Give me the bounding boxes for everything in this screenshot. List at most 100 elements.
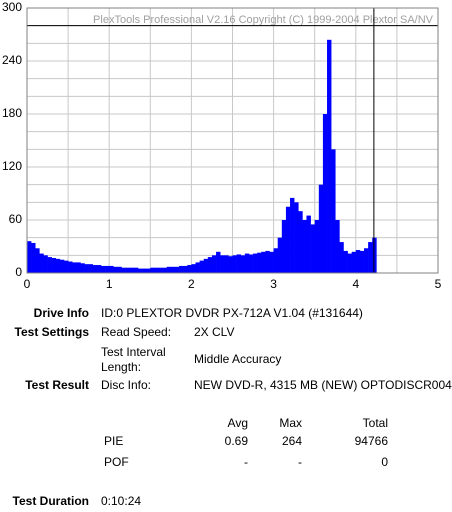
- label: Disc Info:: [101, 378, 152, 392]
- value: 0:10:24: [101, 494, 142, 508]
- bar: [125, 267, 131, 273]
- bar: [158, 267, 163, 273]
- bar: [146, 268, 151, 273]
- bar: [121, 267, 126, 273]
- bar: [59, 259, 65, 273]
- bar: [191, 264, 196, 273]
- x-tick-label: 3: [270, 277, 277, 291]
- x-tick-label: 0: [24, 277, 31, 291]
- bar: [359, 250, 365, 273]
- bar: [224, 255, 229, 273]
- bar: [232, 255, 237, 273]
- bar: [269, 251, 274, 273]
- bar: [331, 149, 336, 273]
- watermark: PlexTools Professional V2.16 Copyright (…: [93, 14, 434, 26]
- bar: [68, 261, 73, 273]
- bar: [343, 250, 348, 273]
- bar: [43, 255, 48, 273]
- x-tick-label: 5: [435, 277, 442, 291]
- bar: [51, 257, 57, 273]
- bar: [298, 211, 303, 273]
- bar: [253, 253, 258, 273]
- bar: [166, 266, 172, 273]
- bar: [244, 253, 250, 273]
- y-tick-label: 300: [2, 0, 22, 14]
- column-header: Total: [362, 416, 388, 430]
- bar: [310, 224, 315, 273]
- bar: [302, 220, 307, 273]
- bar: [273, 248, 279, 273]
- bar: [142, 268, 147, 273]
- bar: [174, 266, 180, 273]
- bar: [55, 258, 61, 273]
- bar: [170, 266, 176, 273]
- bar: [372, 237, 377, 273]
- row-label: PIE: [104, 434, 124, 448]
- y-tick-label: 240: [2, 53, 22, 67]
- bar: [216, 251, 221, 273]
- y-tick-label: 60: [9, 212, 23, 226]
- label: Drive Info: [33, 306, 89, 320]
- bar: [203, 258, 209, 273]
- bar: [35, 248, 40, 273]
- y-tick-label: 120: [2, 159, 22, 173]
- bar: [327, 39, 332, 273]
- bar: [314, 220, 320, 273]
- x-tick-label: 1: [106, 277, 113, 291]
- bar: [355, 250, 361, 273]
- bar: [183, 265, 188, 273]
- bar: [129, 267, 135, 273]
- bar: [113, 266, 118, 273]
- bar: [318, 184, 324, 273]
- bar: [109, 265, 114, 273]
- bar: [364, 248, 369, 273]
- x-tick-label: 4: [352, 277, 359, 291]
- label: Test Duration: [12, 494, 89, 508]
- cell: -: [298, 455, 302, 469]
- bar: [154, 267, 159, 273]
- bar: [294, 202, 299, 273]
- bar: [257, 252, 262, 273]
- bar: [211, 255, 217, 273]
- label: Test Result: [25, 378, 89, 392]
- bar: [76, 262, 81, 273]
- bar: [236, 254, 242, 273]
- bar: [351, 251, 357, 273]
- value: Middle Accuracy: [194, 352, 282, 366]
- bar: [261, 251, 266, 273]
- bar: [187, 265, 192, 273]
- bar: [368, 242, 373, 273]
- bar: [179, 265, 184, 273]
- plot-frame: [26, 7, 439, 274]
- chart: 0 60 120 180 240 300 0 1 2 3 4 5 PlexTools Professio…: [2, 0, 442, 291]
- bar: [347, 253, 352, 273]
- bar: [220, 255, 225, 273]
- bar: [240, 255, 246, 273]
- label: Read Speed:: [101, 325, 172, 339]
- bar: [335, 220, 340, 273]
- x-tick-label: 2: [188, 277, 195, 291]
- cell: 0: [381, 455, 388, 469]
- label: Test Interval: [101, 345, 166, 359]
- bar: [290, 197, 295, 273]
- column-header: Avg: [227, 416, 248, 430]
- cell: -: [244, 455, 248, 469]
- bar: [88, 264, 94, 273]
- bar: [207, 257, 213, 273]
- label: Length:: [101, 360, 142, 374]
- bar: [306, 215, 311, 273]
- bar: [92, 265, 98, 273]
- bar: [150, 267, 155, 273]
- bar: [281, 220, 287, 273]
- bar: [80, 263, 85, 273]
- bar: [105, 265, 110, 273]
- value: ID:0 PLEXTOR DVDR PX-712A V1.04 (#131644…: [101, 306, 363, 320]
- value: NEW DVD-R, 4315 MB (NEW) OPTODISCR004: [194, 378, 452, 392]
- cell: 264: [281, 434, 302, 448]
- bar: [285, 206, 291, 273]
- bar: [63, 260, 69, 273]
- bar: [277, 237, 283, 273]
- bar: [195, 262, 200, 273]
- bar: [322, 114, 328, 273]
